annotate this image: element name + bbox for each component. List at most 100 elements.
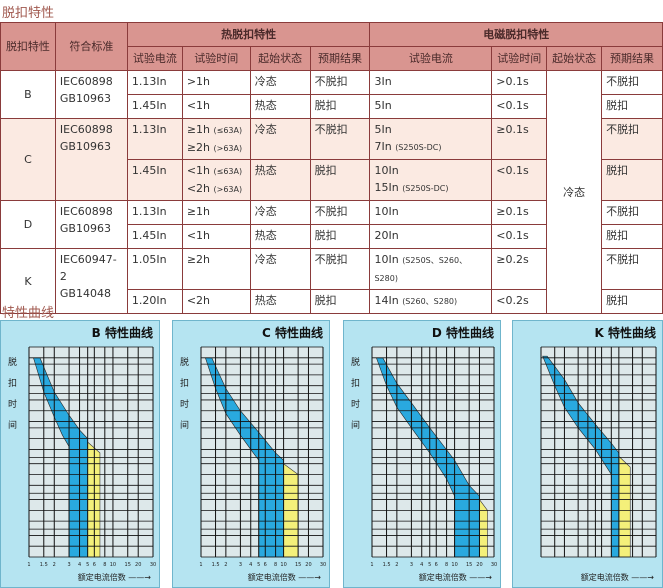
magnetic-time: ≥0.1s bbox=[491, 118, 548, 160]
magnetic-result: 不脱扣 bbox=[601, 70, 663, 95]
magnetic-time: ≥0.2s bbox=[491, 248, 548, 290]
x-tick-label: 8 bbox=[274, 562, 277, 568]
thermal-current: 1.45In bbox=[126, 224, 183, 249]
magnetic-current: 5In 7In (S250S-DC) bbox=[369, 118, 493, 160]
header-text: 电磁脱扣特性 bbox=[483, 28, 550, 41]
x-tick-label: 15 bbox=[295, 562, 301, 568]
x-tick-label: 6 bbox=[93, 562, 96, 568]
value: ≥2h bbox=[186, 253, 210, 266]
x-tick-label: 10 bbox=[110, 562, 116, 568]
magnetic-time: >0.1s bbox=[491, 70, 548, 95]
value: 冷态 bbox=[254, 205, 277, 218]
value: ≥2h bbox=[186, 141, 210, 154]
x-tick-label: 3 bbox=[239, 562, 242, 568]
magnetic-result: 脱扣 bbox=[601, 159, 663, 201]
thermal-time: ≥1h bbox=[181, 200, 251, 225]
thermal-current: 1.45In bbox=[126, 94, 183, 119]
table-row: 1.20In <2h 热态 脱扣 14In (S260、S280) <0.2s 脱扣 bbox=[1, 289, 663, 314]
standard-cell: IEC60898 GB10963 bbox=[54, 200, 128, 249]
standard: IEC60898 bbox=[59, 75, 113, 88]
table-row: 1.45In <1h (≤63A) <2h (>63A) 热态 脱扣 10In 15In (… bbox=[1, 159, 663, 201]
table-row: B IEC60898 GB10963 1.13In >1h 冷态 不脱扣 3In >0.1s 冷态… bbox=[0, 70, 663, 314]
subheader: 试验时间 bbox=[181, 46, 251, 71]
value: <2h bbox=[186, 294, 210, 307]
x-axis-label: 额定电流倍数 ——→ bbox=[77, 573, 151, 582]
value: 脱扣 bbox=[314, 294, 337, 307]
thermal-current: 1.13In bbox=[126, 200, 183, 225]
standard: GB10963 bbox=[59, 92, 111, 105]
x-tick-label: 1.5 bbox=[383, 562, 391, 568]
standard-cell: IEC60898 GB10963 bbox=[54, 118, 128, 201]
value: ≥0.1s bbox=[496, 123, 529, 136]
value: <1h bbox=[186, 229, 210, 242]
thermal-state: 热态 bbox=[249, 289, 311, 314]
x-tick-label: 1 bbox=[199, 562, 202, 568]
magnetic-current: 3In bbox=[369, 70, 493, 95]
chart-d-curve: 1 1.5 2 3 4 5 6 8 10 15 20 30 D 特性曲线 额定电流倍数 ——→ 脱扣时间 bbox=[343, 320, 501, 588]
header-type: 脱扣特性 bbox=[0, 22, 56, 71]
value: 热态 bbox=[254, 99, 277, 112]
subheader: 起始状态 bbox=[546, 46, 603, 71]
x-tick-label: 20 bbox=[476, 562, 482, 568]
subheader-text: 试验电流 bbox=[408, 52, 453, 65]
table-row: 1.45In <1h 热态 脱扣 5In <0.1s 脱扣 bbox=[1, 94, 663, 119]
magnetic-time: <0.1s bbox=[491, 94, 548, 119]
value: 冷态 bbox=[254, 123, 277, 136]
value: 5In bbox=[374, 99, 392, 112]
magnetic-time: <0.2s bbox=[491, 289, 548, 314]
chart-c-curve: 1 1.5 2 3 4 5 6 8 10 15 20 30 C 特性曲线 额定电流倍数 ——→ 脱扣时间 bbox=[172, 320, 330, 588]
value: 不脱扣 bbox=[606, 205, 640, 218]
x-tick-label: 1 bbox=[27, 562, 30, 568]
magnetic-result: 不脱扣 bbox=[601, 248, 663, 290]
standard: GB10963 bbox=[59, 140, 111, 153]
section-title-curves: 特性曲线 bbox=[2, 306, 55, 321]
subheader: 试验电流 bbox=[369, 46, 493, 71]
value: ≥0.1s bbox=[496, 205, 529, 218]
value: 不脱扣 bbox=[314, 123, 348, 136]
thermal-state: 冷态 bbox=[249, 200, 311, 225]
type: C bbox=[24, 153, 32, 166]
thermal-result: 脱扣 bbox=[309, 289, 371, 314]
header-text: 热脱扣特性 bbox=[221, 28, 277, 41]
x-tick-label: 4 bbox=[249, 562, 252, 568]
subheader-text: 起始状态 bbox=[258, 52, 303, 65]
x-tick-label: 8 bbox=[445, 562, 448, 568]
y-axis-label: 脱扣时间 bbox=[349, 357, 359, 441]
x-tick-label: 30 bbox=[491, 562, 497, 568]
magnetic-time: ≥0.1s bbox=[491, 200, 548, 225]
x-tick-label: 2 bbox=[224, 562, 227, 568]
value: <0.1s bbox=[496, 164, 529, 177]
value: 脱扣 bbox=[314, 164, 337, 177]
magnetic-current: 20In bbox=[369, 224, 493, 249]
y-axis-label: 脱扣时间 bbox=[178, 357, 188, 441]
chart-title: D 特性曲线 bbox=[431, 326, 494, 340]
thermal-current: 1.13In bbox=[126, 118, 183, 160]
thermal-state: 冷态 bbox=[249, 70, 311, 95]
x-tick-label: 10 bbox=[451, 562, 457, 568]
subheader-text: 预期结果 bbox=[318, 52, 363, 65]
chart-k-curve: K 特性曲线 额定电流倍数 ——→ bbox=[512, 320, 663, 588]
x-axis-label: 额定电流倍数 ——→ bbox=[418, 573, 492, 582]
type-cell: B bbox=[0, 70, 56, 119]
type: K bbox=[24, 274, 32, 288]
thermal-result: 不脱扣 bbox=[309, 70, 371, 95]
header-text: 符合标准 bbox=[69, 40, 114, 53]
value: 热态 bbox=[254, 294, 277, 307]
thermal-result: 脱扣 bbox=[309, 224, 371, 249]
thermal-time: <1h (≤63A) <2h (>63A) bbox=[181, 159, 251, 201]
magnetic-current: 10In (S250S、S260、S280) bbox=[369, 248, 493, 290]
thermal-state: 冷态 bbox=[249, 248, 311, 290]
note: (>63A) bbox=[213, 185, 243, 194]
type-cell: K bbox=[0, 248, 56, 314]
subheader-text: 试验时间 bbox=[497, 52, 542, 65]
note: (≤63A) bbox=[213, 126, 243, 135]
table-header-row: 脱扣特性 符合标准 热脱扣特性 电磁脱扣特性 bbox=[0, 22, 663, 71]
subheader-text: 预期结果 bbox=[610, 52, 655, 65]
x-tick-label: 2 bbox=[53, 562, 56, 568]
value: 15In bbox=[374, 181, 399, 194]
value: 不脱扣 bbox=[314, 205, 348, 218]
value: 脱扣 bbox=[606, 164, 629, 177]
value: <1h bbox=[186, 164, 210, 177]
value: >1h bbox=[186, 75, 210, 88]
x-tick-label: 5 bbox=[257, 562, 260, 568]
